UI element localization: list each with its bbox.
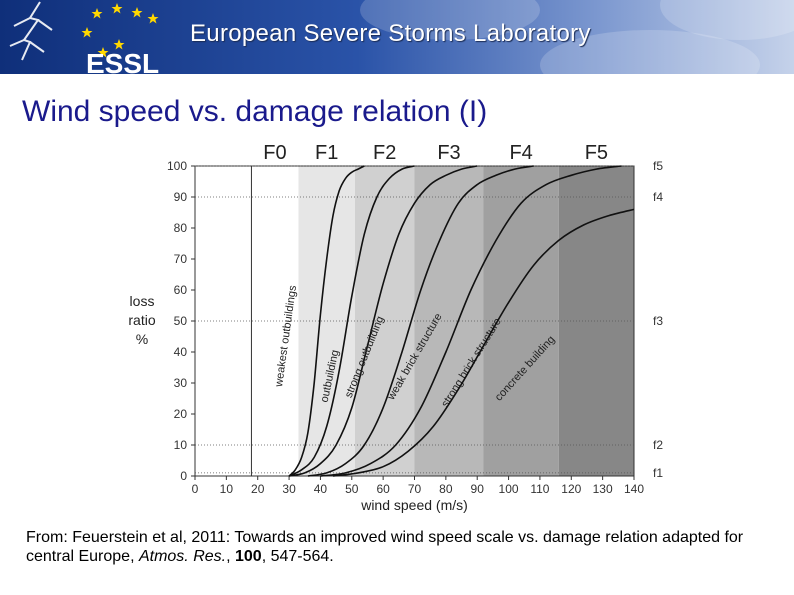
y-tick-label: 80	[174, 221, 188, 235]
y-tick-label: 60	[174, 283, 188, 297]
scale-label-f3: F3	[437, 143, 460, 164]
x-tick-label: 40	[314, 482, 328, 496]
logo-wordmark: ESSL	[86, 48, 159, 74]
source-caption: From: Feuerstein et al, 2011: Towards an…	[26, 528, 776, 566]
x-tick-label: 100	[499, 482, 519, 496]
x-tick-label: 20	[251, 482, 265, 496]
org-title: European Severe Storms Laboratory	[190, 20, 591, 47]
damage-chart: F0 F1 F2 F3 F4 F5 f5 f4 f3 f2 f1 0 10 20 30 40 50 60 70 80 9…	[125, 143, 673, 513]
x-axis-label: wind speed (m/s)	[360, 497, 468, 513]
f-level-label: f2	[653, 438, 663, 452]
x-tick-label: 140	[624, 482, 644, 496]
star-circle-icon	[81, 3, 159, 58]
slide-title: Wind speed vs. damage relation (I)	[22, 95, 488, 128]
x-tick-label: 130	[593, 482, 613, 496]
x-tick-label: 10	[220, 482, 234, 496]
y-axis-label: ratio	[128, 312, 155, 328]
lightning-bolt-icon	[9, 1, 53, 61]
f-level-label: f5	[653, 159, 663, 173]
y-tick-label: 70	[174, 252, 188, 266]
y-tick-label: 10	[174, 438, 188, 452]
caption-sep: ,	[226, 548, 235, 565]
x-tick-label: 0	[192, 482, 199, 496]
scale-label-f2: F2	[373, 143, 396, 164]
scale-label-f5: F5	[585, 143, 608, 164]
x-tick-label: 50	[345, 482, 359, 496]
essl-logo: ESSL	[9, 1, 159, 74]
f-level-label: f3	[653, 314, 663, 328]
y-axis-label: loss	[130, 293, 155, 309]
y-tick-label: 40	[174, 345, 188, 359]
y-axis-label: %	[136, 331, 148, 347]
y-tick-label: 30	[174, 376, 188, 390]
x-tick-label: 110	[530, 482, 549, 496]
y-tick-label: 90	[174, 190, 188, 204]
x-tick-label: 30	[282, 482, 296, 496]
caption-lead: From: Feuerstein et al, 2011: Towards an…	[26, 529, 744, 565]
f-level-label: f4	[653, 190, 663, 204]
scale-band-f0	[251, 166, 299, 476]
damage-curve	[307, 165, 534, 477]
caption-journal: Atmos. Res.	[138, 548, 227, 565]
damage-curve	[288, 165, 478, 477]
scale-band-f3	[414, 166, 484, 476]
damage-curve	[332, 208, 635, 477]
y-tick-label: 20	[174, 407, 188, 421]
f-level-label: f1	[653, 466, 663, 480]
damage-curve	[320, 165, 622, 477]
caption-pages: , 547-564.	[261, 548, 334, 565]
damage-curve	[288, 165, 365, 477]
y-tick-label: 0	[180, 469, 187, 483]
x-tick-label: 120	[561, 482, 581, 496]
y-tick-label: 50	[174, 314, 188, 328]
x-tick-label: 60	[376, 482, 390, 496]
x-tick-label: 90	[471, 482, 485, 496]
y-tick-label: 100	[167, 159, 187, 173]
scale-label-f4: F4	[509, 143, 532, 164]
header-banner: ESSL European Severe Storms Laboratory	[0, 0, 794, 74]
scale-label-f0: F0	[263, 143, 286, 164]
x-tick-label: 70	[408, 482, 422, 496]
scale-label-f1: F1	[315, 143, 338, 164]
x-tick-label: 80	[439, 482, 453, 496]
caption-volume: 100	[234, 548, 262, 565]
damage-curve	[288, 165, 415, 477]
